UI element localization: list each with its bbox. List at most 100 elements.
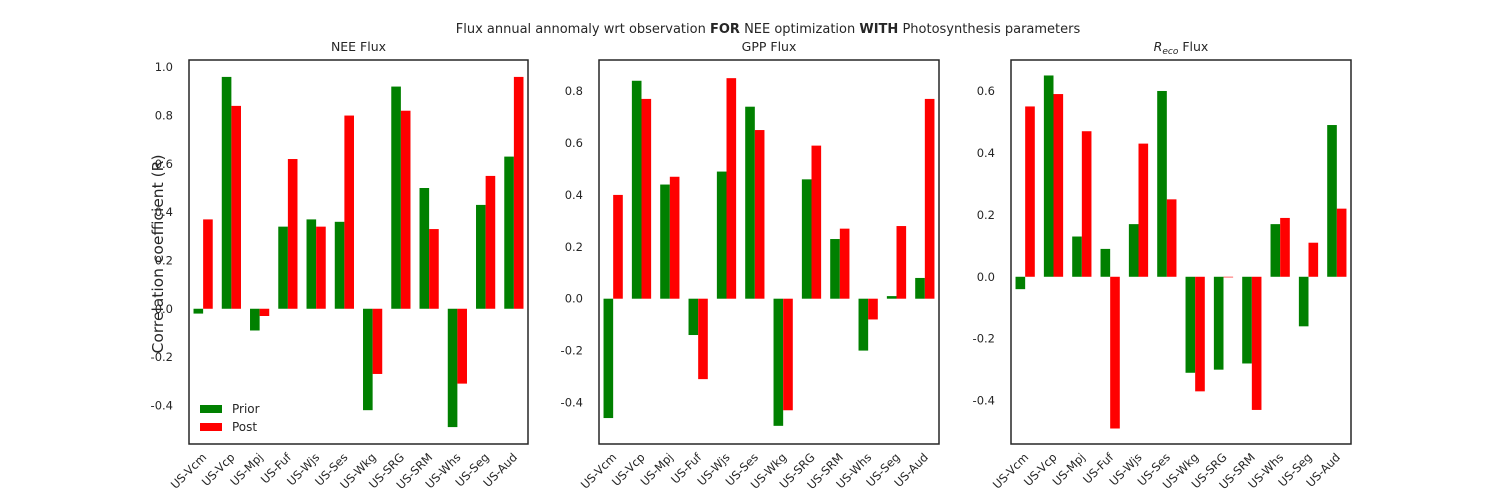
bar-post-us-wkg [783,298,793,411]
chart-title-2: GPP Flux [742,39,797,54]
bar-post-us-ses [1166,199,1177,277]
bar-post-us-seg [485,175,496,309]
bar-prior-us-aud [915,277,925,299]
y-tick-label: 0.2 [977,208,995,222]
bar-prior-us-srg [1213,276,1224,370]
bar-post-us-whs [1280,217,1290,277]
y-tick-label: 0.4 [155,205,173,219]
bar-prior-us-seg [886,296,897,299]
bar-post-us-mpj [259,308,270,316]
legend-item-prior: Prior [200,400,260,418]
y-tick-label: 0.2 [155,253,173,267]
y-tick-label: -0.2 [561,344,583,358]
y-tick-label: 0.8 [565,84,583,98]
bar-prior-us-wjs [716,171,727,299]
x-tick-label: US-Vcm [990,450,1031,491]
bar-post-us-vcp [231,105,241,309]
bar-prior-us-vcm [1015,276,1026,290]
bar-prior-us-vcm [193,308,204,314]
axes-frame [188,59,529,445]
bar-prior-us-wjs [306,219,317,309]
bar-post-us-vcp [1053,94,1064,277]
bar-prior-us-whs [858,298,869,351]
legend-swatch-prior [200,405,222,413]
bar-prior-us-mpj [660,184,670,299]
bar-post-us-srg [400,110,411,309]
y-tick-label: -0.4 [151,398,173,412]
suptitle-post: Photosynthesis parameters [898,22,1081,37]
bar-post-us-seg [896,226,907,299]
suptitle-bold-with: WITH [859,22,899,37]
y-tick-label: 0.6 [155,157,173,171]
bar-post-us-vcm [203,219,213,309]
axes-frame [1010,59,1352,445]
bar-post-us-seg [1308,242,1319,277]
bar-post-us-mpj [1081,131,1092,277]
bar-post-us-wjs [316,226,326,309]
bar-prior-us-wkg [1185,276,1196,373]
y-tick-label: 1.0 [155,60,173,74]
y-tick-label: -0.4 [973,394,995,408]
y-tick-label: -0.4 [561,395,583,409]
bar-prior-us-mpj [1072,236,1082,277]
chart-panel-2: GPP Flux-0.4-0.20.00.20.40.60.8US-VcmUS-… [561,39,940,492]
y-tick-label: 0.0 [977,270,995,284]
bar-post-us-aud [513,76,524,309]
chart-panel-3: Reco Flux-0.4-0.20.00.20.40.6US-VcmUS-Vc… [973,39,1352,492]
bar-prior-us-seg [1298,276,1309,327]
bar-post-us-fuf [1110,276,1120,429]
y-tick-label: 0.6 [977,84,995,98]
bar-post-us-ses [754,130,765,299]
bar-prior-us-whs [447,308,458,428]
bar-prior-us-srm [419,188,430,309]
bar-post-us-vcp [641,98,652,299]
bar-post-us-srm [1251,276,1262,410]
bar-post-us-wjs [1138,143,1149,277]
x-tick-label: US-Vcm [168,450,209,491]
bar-prior-us-ses [745,106,755,299]
suptitle-mid: NEE optimization [739,22,860,37]
bar-prior-us-srg [391,86,401,309]
chart-title-sub: eco [1162,47,1178,57]
bar-post-us-fuf [698,298,708,380]
figure-suptitle: Flux annual annomaly wrt observation FOR… [0,22,1500,37]
bar-post-us-fuf [287,159,298,309]
bar-prior-us-aud [504,156,514,309]
y-tick-label: -0.2 [973,332,995,346]
chart-title-text: Flux [1178,39,1208,54]
bar-prior-us-fuf [1100,248,1111,277]
bar-prior-us-vcp [221,76,232,309]
bar-post-us-aud [924,98,935,299]
bar-post-us-vcm [613,194,623,299]
suptitle-pre: Flux annual annomaly wrt observation [455,22,710,37]
axes-frame [598,59,940,445]
y-tick-label: 0.4 [977,146,995,160]
bar-post-us-mpj [669,176,680,299]
bar-post-us-srm [429,229,439,309]
bar-prior-us-srm [1242,276,1252,364]
bar-post-us-wkg [1195,276,1205,392]
bar-post-us-vcm [1025,106,1035,277]
chart-title-3: Reco Flux [1154,39,1209,57]
bar-prior-us-ses [334,221,345,309]
bar-prior-us-whs [1270,224,1281,277]
y-tick-label: 0.0 [565,292,583,306]
bar-prior-us-vcm [603,298,614,419]
bar-post-us-wkg [372,308,383,374]
bar-prior-us-wjs [1128,224,1139,277]
bar-prior-us-vcp [1043,75,1054,277]
bar-post-us-wjs [726,78,737,299]
bar-prior-us-fuf [278,226,288,309]
bar-post-us-srg [811,145,822,299]
bar-prior-us-srg [801,179,812,299]
bar-prior-us-vcp [631,80,642,299]
bar-post-us-whs [457,308,467,384]
bar-post-us-ses [344,115,354,309]
legend-label-prior: Prior [232,402,260,416]
y-tick-label: 0.6 [565,136,583,150]
bar-post-us-whs [868,298,878,320]
bar-prior-us-wkg [363,308,373,411]
legend: Prior Post [200,400,260,436]
bar-prior-us-seg [476,204,486,309]
